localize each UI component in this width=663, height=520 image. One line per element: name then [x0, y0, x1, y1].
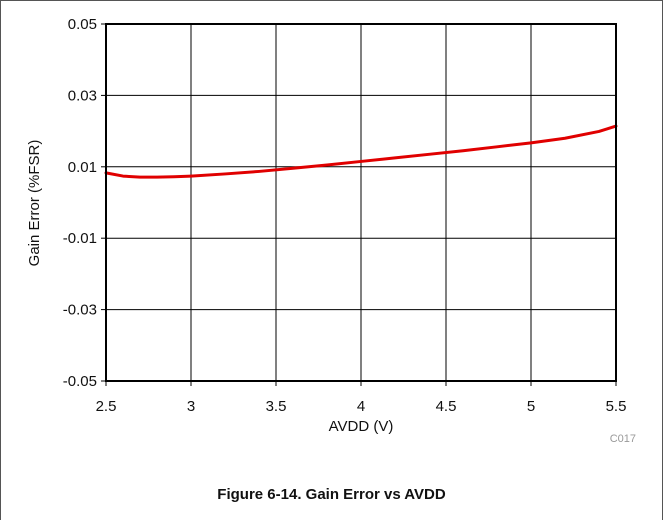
- x-tick-label: 5.5: [606, 398, 627, 415]
- x-tick-label: 4.5: [436, 398, 457, 415]
- gain-error-series-line: [104, 124, 618, 179]
- y-tick-label: -0.05: [63, 373, 97, 390]
- x-tick-label: 4: [357, 398, 365, 415]
- x-tick-label: 2.5: [96, 398, 117, 415]
- grid-lines: [105, 23, 617, 382]
- y-axis-label: Gain Error (%FSR): [26, 140, 43, 267]
- x-axis-ticks: 2.5 3 3.5 4 4.5 5 5.5: [96, 381, 627, 415]
- y-tick-label: 0.01: [68, 159, 97, 176]
- y-tick-label: -0.03: [63, 302, 97, 319]
- x-tick-label: 3: [187, 398, 195, 415]
- gain-error-chart: 2.5 3 3.5 4 4.5 5 5.5 0.05 0.03 0.01 -0.01 -0.03 -0…: [26, 16, 636, 445]
- chart-code-label: C017: [610, 433, 636, 445]
- x-tick-label: 3.5: [266, 398, 287, 415]
- y-tick-label: -0.01: [63, 230, 97, 247]
- x-axis-label: AVDD (V): [329, 418, 394, 435]
- y-tick-label: 0.03: [68, 87, 97, 104]
- y-tick-label: 0.05: [68, 16, 97, 33]
- y-axis-ticks: 0.05 0.03 0.01 -0.01 -0.03 -0.05: [63, 16, 106, 390]
- figure-caption: Figure 6-14. Gain Error vs AVDD: [217, 486, 446, 503]
- x-tick-label: 5: [527, 398, 535, 415]
